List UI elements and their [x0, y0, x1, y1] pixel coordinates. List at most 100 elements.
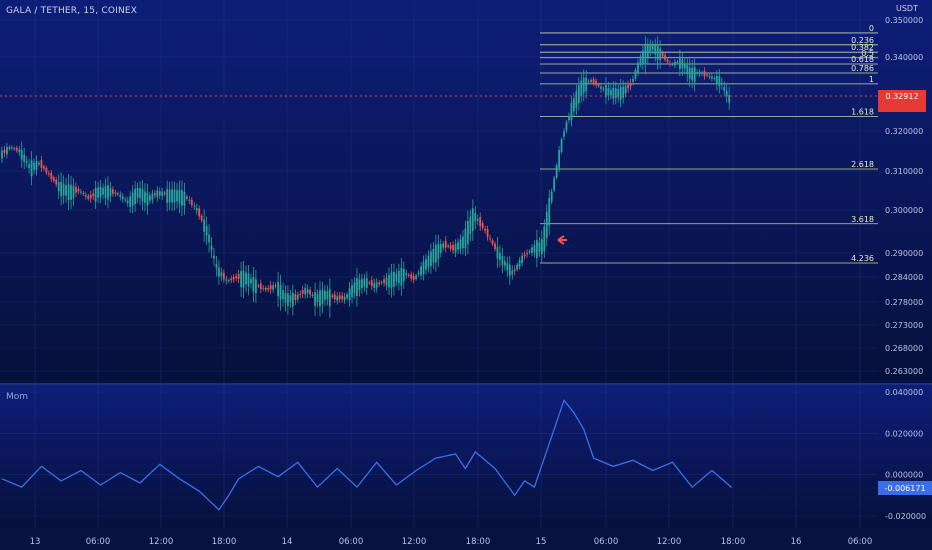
- fib-level-label: 0.786: [851, 64, 874, 73]
- candle-body: [252, 276, 255, 292]
- candle-body: [577, 85, 580, 104]
- candle-body: [353, 282, 356, 294]
- current-price-badge[interactable]: 0.32912: [878, 90, 926, 112]
- candle-body: [644, 45, 647, 65]
- momentum-pane-background[interactable]: [0, 385, 878, 528]
- candle-body: [294, 294, 297, 301]
- candle-body: [230, 278, 233, 281]
- candle-body: [363, 278, 366, 287]
- candle-body: [617, 89, 620, 98]
- candle-body: [691, 67, 694, 81]
- candle-body: [723, 86, 726, 91]
- candle-body: [259, 283, 262, 290]
- candle-body: [67, 184, 70, 201]
- candle-body: [75, 187, 77, 193]
- candle-body: [203, 219, 206, 232]
- candle-body: [656, 45, 659, 60]
- candle-body: [511, 270, 514, 275]
- candle-body: [587, 81, 590, 83]
- candle-body: [728, 94, 731, 103]
- candle-body: [114, 192, 117, 194]
- symbol-title[interactable]: GALA / TETHER, 15, COINEX: [6, 6, 138, 16]
- candle-body: [442, 243, 445, 248]
- candle-body: [373, 283, 376, 288]
- candle-body: [646, 45, 649, 58]
- momentum-tick-label: -0.020000: [885, 512, 926, 521]
- momentum-value-badge[interactable]: -0.006171: [878, 481, 932, 495]
- candle-body: [420, 266, 422, 276]
- candle-body: [385, 277, 388, 286]
- candle-body: [395, 273, 398, 282]
- candle-body: [139, 188, 141, 198]
- candle-body: [107, 185, 109, 200]
- candle-body: [6, 147, 8, 155]
- candle-body: [693, 66, 696, 83]
- candle-body: [469, 216, 472, 235]
- candle-body: [513, 269, 516, 272]
- candle-body: [109, 188, 112, 197]
- price-tick-label: 0.263000: [885, 367, 923, 376]
- candle-body: [284, 293, 287, 303]
- candle-body: [156, 190, 159, 198]
- candle-body: [590, 79, 593, 83]
- time-tick-label: 06:00: [594, 537, 619, 547]
- candle-body: [146, 192, 149, 206]
- candle-body: [220, 272, 223, 277]
- candle-body: [25, 160, 28, 163]
- candle-body: [474, 213, 477, 222]
- candle-body: [627, 84, 630, 89]
- time-tick-label: 14: [282, 537, 293, 547]
- candle-body: [33, 162, 35, 170]
- candle-body: [28, 164, 31, 168]
- candle-body: [526, 252, 528, 255]
- candle-body: [341, 295, 344, 300]
- candle-body: [466, 220, 469, 245]
- candle-body: [676, 61, 679, 63]
- momentum-value-label: -0.006171: [884, 484, 925, 493]
- candle-body: [97, 187, 100, 198]
- candle-body: [254, 279, 257, 294]
- candle-body: [674, 61, 676, 66]
- candle-body: [553, 177, 556, 191]
- candle-body: [378, 282, 381, 285]
- candle-body: [262, 287, 265, 289]
- momentum-axis-background[interactable]: [878, 385, 932, 528]
- candle-body: [242, 270, 245, 288]
- candle-body: [368, 282, 371, 284]
- candle-body: [464, 228, 467, 249]
- candle-body: [213, 255, 215, 259]
- candle-body: [654, 45, 657, 55]
- price-axis-background[interactable]: [878, 0, 932, 383]
- momentum-indicator-title[interactable]: Mom: [6, 392, 29, 402]
- candle-body: [311, 294, 314, 296]
- candle-body: [227, 280, 230, 282]
- candle-body: [121, 196, 124, 200]
- candle-body: [79, 191, 82, 193]
- candle-body: [38, 162, 40, 165]
- candle-body: [720, 82, 723, 85]
- fib-level-label: 0: [869, 24, 874, 33]
- candle-body: [82, 193, 85, 195]
- candle-body: [235, 276, 238, 279]
- time-tick-label: 06:00: [86, 537, 111, 547]
- candle-body: [570, 102, 573, 121]
- candle-body: [550, 191, 553, 202]
- fib-level-label: 0.618: [851, 55, 874, 64]
- candle-body: [459, 239, 462, 249]
- candle-body: [282, 290, 284, 300]
- axis-labels: 13 06:00 12:00 18:00 14 06:00 12:00 18:00 15 06:0…: [30, 16, 926, 547]
- time-axis-background[interactable]: [0, 528, 932, 550]
- candle-body: [250, 278, 252, 284]
- candle-body: [642, 50, 644, 64]
- candle-body: [592, 79, 595, 84]
- candle-body: [508, 264, 511, 276]
- candle-body: [407, 274, 410, 276]
- momentum-series: [1, 398, 733, 511]
- fib-level-label: 0.236: [851, 36, 874, 45]
- candle-body: [134, 188, 137, 205]
- candle-body: [637, 62, 639, 73]
- current-price-label: 0.32912: [885, 92, 918, 101]
- candle-body: [70, 184, 72, 200]
- candle-body: [60, 181, 63, 197]
- candle-body: [706, 74, 708, 76]
